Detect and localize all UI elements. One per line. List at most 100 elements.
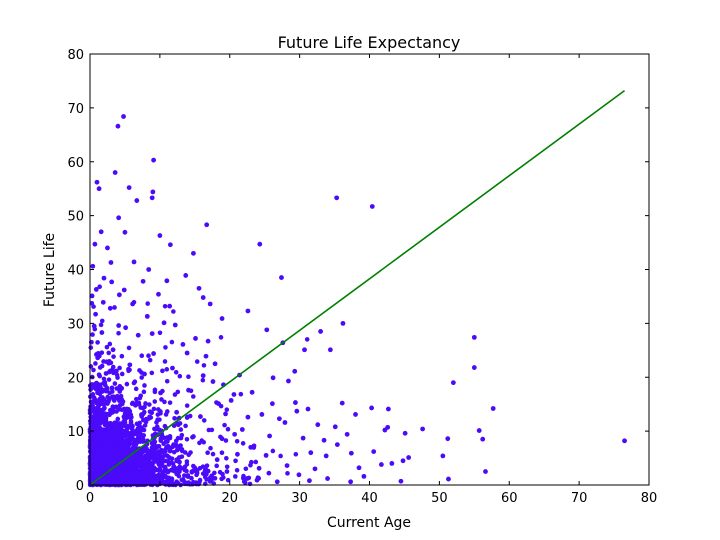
scatter-point: [98, 229, 104, 235]
scatter-point: [114, 440, 120, 445]
scatter-point: [161, 320, 167, 326]
scatter-point: [157, 233, 163, 238]
scatter-point: [219, 450, 225, 456]
scatter-point: [119, 371, 125, 377]
scatter-point: [159, 471, 165, 477]
scatter-point: [406, 455, 412, 460]
scatter-point: [89, 425, 95, 431]
scatter-point: [106, 426, 112, 432]
scatter-point: [91, 439, 97, 445]
scatter-point: [106, 430, 112, 436]
scatter-point: [249, 389, 255, 395]
scatter-point: [117, 421, 123, 426]
scatter-point: [214, 463, 219, 469]
scatter-point: [286, 378, 291, 384]
scatter-point: [131, 430, 137, 435]
scatter-point: [150, 189, 156, 195]
scatter-point: [279, 275, 284, 280]
scatter-point: [101, 359, 106, 364]
scatter-point: [130, 446, 136, 452]
scatter-point: [141, 389, 147, 395]
scatter-point: [95, 340, 100, 345]
scatter-point: [158, 411, 163, 416]
scatter-point: [293, 400, 298, 405]
scatter-point: [157, 330, 163, 336]
trend-line: [89, 89, 626, 486]
scatter-point: [116, 323, 122, 328]
scatter-point: [156, 291, 161, 297]
scatter-point: [128, 424, 134, 429]
scatter-point: [162, 303, 168, 309]
scatter-point: [105, 245, 110, 251]
scatter-point: [164, 409, 170, 414]
scatter-point: [91, 384, 96, 389]
scatter-point: [144, 477, 150, 482]
scatter-point: [263, 452, 269, 458]
scatter-point: [147, 357, 153, 363]
scatter-point: [321, 437, 327, 443]
scatter-point: [104, 387, 110, 393]
scatter-point: [270, 375, 276, 381]
scatter-point: [164, 378, 170, 384]
scatter-point: [107, 448, 113, 454]
y-tick-label: 80: [67, 48, 84, 63]
scatter-point: [101, 275, 107, 281]
scatter-point: [109, 389, 115, 394]
scatter-point: [315, 422, 321, 428]
scatter-point: [164, 278, 170, 284]
scatter-point: [101, 380, 106, 386]
scatter-point: [162, 423, 168, 429]
scatter-point: [161, 435, 167, 441]
x-axis-label: Current Age: [327, 515, 411, 531]
scatter-point: [142, 423, 148, 428]
scatter-point: [203, 353, 209, 359]
scatter-point: [204, 222, 210, 228]
scatter-point: [128, 460, 133, 465]
scatter-point: [194, 470, 200, 476]
scatter-point: [108, 260, 114, 265]
scatter-point: [133, 459, 138, 464]
scatter-point: [200, 373, 206, 379]
scatter-point: [274, 479, 280, 485]
scatter-point: [216, 401, 221, 407]
scatter-point: [440, 453, 446, 459]
scatter-point: [132, 467, 137, 472]
scatter-point: [257, 241, 263, 247]
scatter-point: [126, 185, 132, 191]
scatter-point: [210, 451, 216, 457]
scatter-point: [369, 405, 374, 411]
scatter-point: [402, 430, 408, 436]
scatter-point: [104, 443, 110, 448]
scatter-point: [123, 407, 128, 413]
scatter-point: [160, 368, 165, 374]
scatter-point: [191, 479, 196, 485]
scatter-point: [344, 431, 350, 437]
scatter-point: [121, 287, 127, 293]
scatter-point: [385, 406, 391, 412]
scatter-point: [99, 318, 105, 324]
scatter-point: [282, 420, 288, 425]
scatter-point: [111, 354, 116, 359]
scatter-point: [111, 427, 117, 433]
scatter-point: [152, 387, 158, 393]
scatter-point: [152, 442, 157, 448]
scatter-point: [222, 422, 227, 428]
scatter-point: [97, 443, 102, 448]
scatter-point: [135, 332, 141, 338]
scatter-point: [125, 426, 130, 431]
scatter-point: [122, 476, 128, 481]
scatter-point: [173, 438, 179, 444]
scatter-point: [264, 327, 270, 333]
x-tick-label: 70: [571, 491, 588, 506]
scatter-point: [146, 353, 151, 359]
scatter-point: [115, 416, 121, 422]
scatter-point: [95, 420, 101, 425]
scatter-point: [218, 335, 224, 340]
scatter-point: [200, 377, 206, 383]
scatter-point: [114, 386, 119, 391]
scatter-point: [302, 347, 307, 353]
scatter-point: [149, 370, 155, 376]
scatter-point: [254, 477, 260, 483]
scatter-point: [162, 359, 168, 364]
scatter-point: [239, 427, 245, 432]
